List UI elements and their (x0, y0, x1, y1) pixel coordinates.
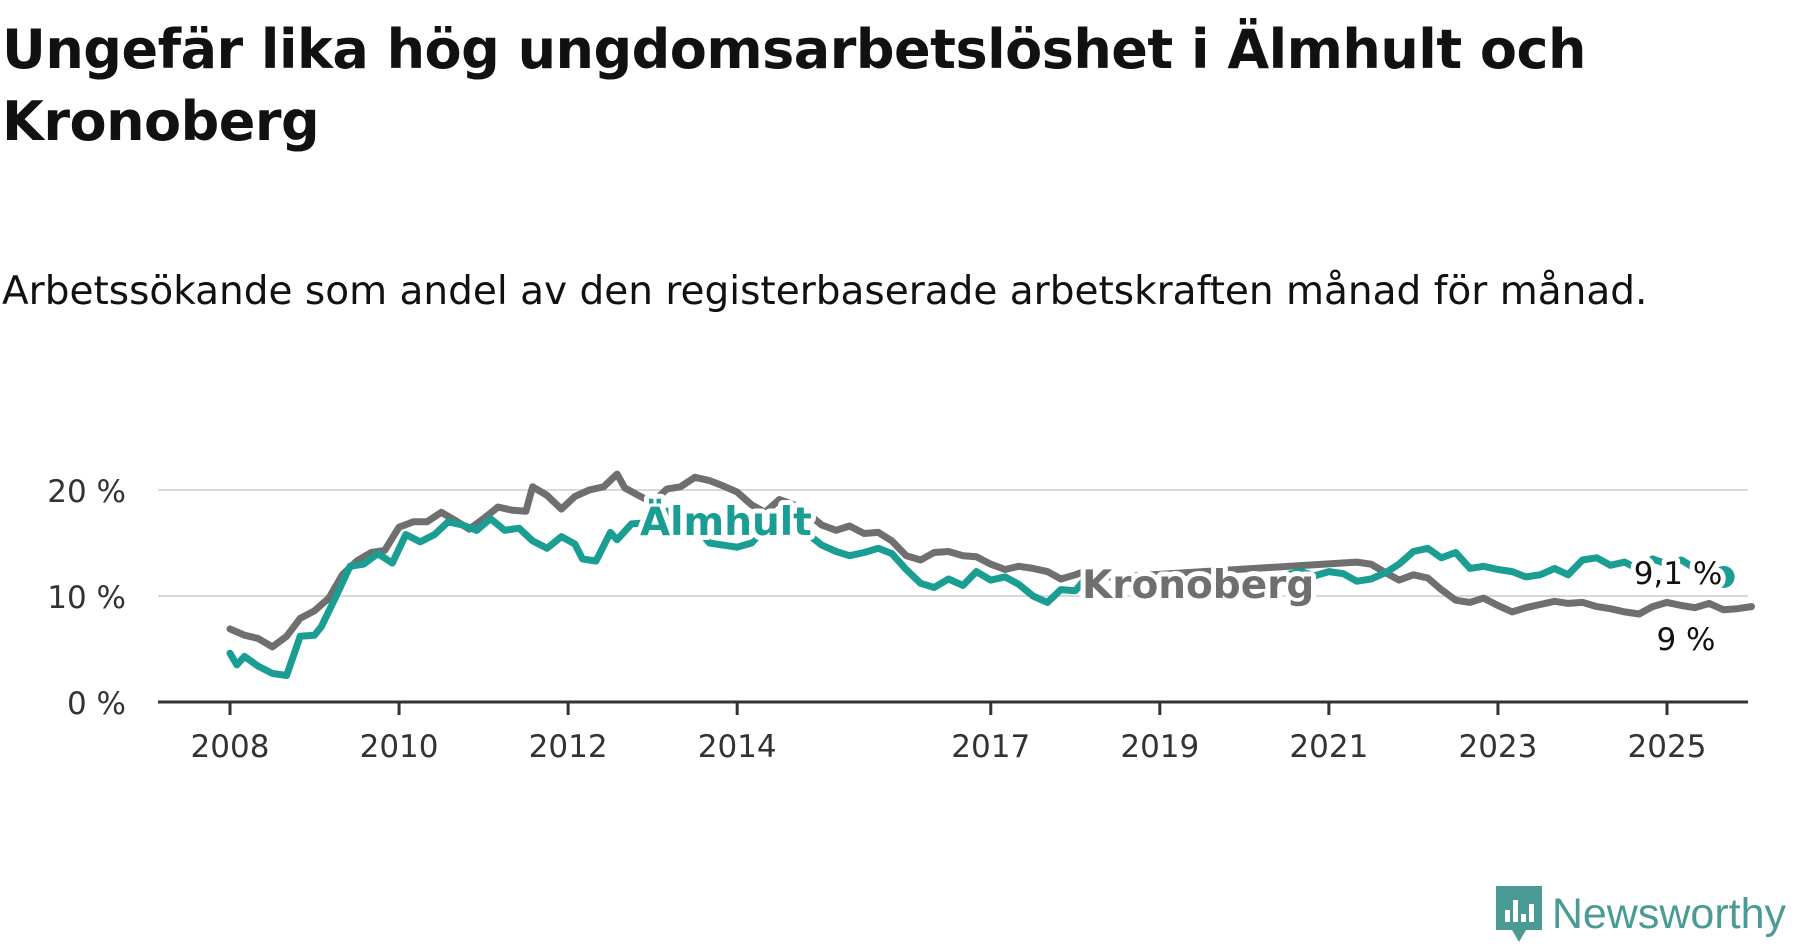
x-tick-label: 2025 (1628, 729, 1707, 765)
x-tick-label: 2021 (1289, 729, 1368, 765)
x-tick-label: 2023 (1458, 729, 1537, 765)
series-line-almhult (226, 507, 1728, 679)
newsworthy-logo-icon (1495, 886, 1542, 942)
almhult-end-point (1712, 565, 1735, 588)
end-value-kronoberg: 9 % (1656, 622, 1715, 658)
series-label-almhult: Älmhult (640, 498, 812, 545)
x-tick-label: 2008 (191, 729, 270, 765)
series-lines (226, 470, 1755, 679)
chart-subtitle: Arbetssökande som andel av den registerb… (2, 269, 1648, 314)
newsworthy-logo-text: Newsworthy (1551, 889, 1786, 938)
line-chart: 0 % 10 % 20 % 2008 2010 2012 2014 2017 2019 2021… (47, 470, 1755, 765)
y-tick-label: 0 % (67, 686, 126, 722)
x-tick-label: 2017 (951, 729, 1030, 765)
series-line-kronoberg (226, 470, 1755, 651)
x-tick-label: 2014 (698, 729, 777, 765)
series-labels: Älmhult Kronoberg 9,1 % 9 % (635, 493, 1735, 663)
y-axis-ticks: 0 % 10 % 20 % (47, 474, 126, 722)
newsworthy-logo: Newsworthy (1495, 886, 1786, 942)
x-tick-label: 2019 (1120, 729, 1199, 765)
y-tick-label: 10 % (47, 580, 126, 616)
x-axis: 2008 2010 2012 2014 2017 2019 2021 2023 2025 (158, 700, 1748, 765)
end-value-almhult: 9,1 % (1634, 556, 1723, 592)
x-tick-label: 2010 (360, 729, 439, 765)
chart-title: Ungefär lika hög ungdomsarbetslöshet i Ä… (2, 18, 1586, 153)
series-label-kronoberg: Kronoberg (1082, 563, 1314, 608)
y-tick-label: 20 % (47, 474, 126, 510)
x-tick-label: 2012 (529, 729, 608, 765)
